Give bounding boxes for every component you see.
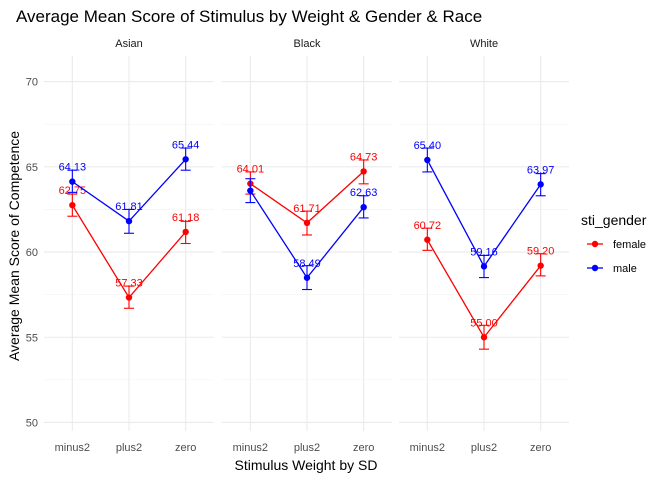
x-axis-title: Stimulus Weight by SD bbox=[235, 457, 378, 473]
x-tick-label: minus2 bbox=[233, 442, 268, 454]
data-point bbox=[480, 263, 488, 270]
legend-item-female: female bbox=[587, 239, 646, 251]
data-point bbox=[182, 156, 189, 163]
y-tick-label: 55 bbox=[26, 332, 38, 344]
data-point bbox=[424, 156, 431, 164]
data-label: 59.20 bbox=[527, 246, 555, 258]
data-label: 65.44 bbox=[172, 139, 200, 151]
data-point bbox=[69, 201, 76, 209]
facet-strip-label: White bbox=[470, 38, 498, 50]
x-tick-label: minus2 bbox=[55, 442, 90, 454]
series-male: 65.40 59.16 63.97 bbox=[414, 140, 555, 279]
data-point bbox=[182, 228, 189, 236]
series-female: 64.01 61.71 64.73 bbox=[237, 151, 378, 236]
x-tick-label: zero bbox=[353, 442, 374, 454]
data-point bbox=[303, 219, 311, 227]
data-point bbox=[424, 236, 431, 243]
facet-panel-black: Black minus2 plus2 zero 64.01 61.71 64.73 58.49… bbox=[222, 38, 392, 454]
data-point bbox=[69, 178, 76, 185]
data-point bbox=[360, 203, 367, 211]
legend-label: male bbox=[613, 263, 637, 275]
data-point bbox=[125, 217, 133, 225]
x-tick-label: minus2 bbox=[410, 442, 445, 454]
facet-strip-label: Black bbox=[294, 38, 321, 50]
data-label: 58.49 bbox=[293, 258, 321, 270]
data-label: 64.01 bbox=[237, 164, 265, 176]
data-label: 64.13 bbox=[59, 162, 87, 174]
legend-title: sti_gender bbox=[581, 212, 647, 228]
data-label: 65.40 bbox=[414, 140, 442, 152]
series-male: 58.49 62.63 bbox=[245, 178, 378, 291]
legend-item-male: male bbox=[587, 263, 637, 275]
x-tick-label: plus2 bbox=[471, 442, 497, 454]
x-tick-label: zero bbox=[175, 442, 196, 454]
y-tick-label: 70 bbox=[26, 77, 38, 89]
data-label: 61.18 bbox=[172, 212, 200, 224]
y-axis-title: Average Mean Score of Competence bbox=[6, 131, 22, 361]
data-label: 61.81 bbox=[115, 201, 143, 213]
data-point bbox=[247, 187, 254, 194]
data-label: 60.72 bbox=[414, 220, 442, 232]
legend-key-point bbox=[591, 240, 599, 248]
legend-key-point bbox=[591, 264, 599, 272]
x-tick-label: plus2 bbox=[294, 442, 320, 454]
data-point bbox=[125, 294, 133, 301]
data-label: 62.63 bbox=[350, 187, 378, 199]
data-label: 63.97 bbox=[527, 164, 555, 176]
legend: sti_gender female male bbox=[581, 212, 647, 275]
x-tick-label: zero bbox=[530, 442, 551, 454]
data-point bbox=[480, 334, 488, 341]
y-tick-label: 50 bbox=[26, 417, 38, 429]
x-tick-label: plus2 bbox=[116, 442, 142, 454]
chart-title: Average Mean Score of Stimulus by Weight… bbox=[16, 7, 482, 26]
data-point bbox=[537, 262, 544, 269]
data-point bbox=[360, 168, 367, 175]
data-point bbox=[537, 181, 544, 188]
y-tick-label: 65 bbox=[26, 162, 38, 174]
data-label: 55.00 bbox=[470, 317, 498, 329]
series-male: 64.13 61.81 65.44 bbox=[59, 139, 200, 234]
series-female: 60.72 55.00 59.20 bbox=[414, 220, 555, 350]
data-label: 59.16 bbox=[470, 246, 498, 258]
y-tick-label: 60 bbox=[26, 247, 38, 259]
legend-label: female bbox=[613, 239, 646, 251]
data-label: 61.71 bbox=[293, 203, 321, 215]
facet-strip-label: Asian bbox=[115, 38, 143, 50]
data-label: 64.73 bbox=[350, 151, 378, 163]
data-point bbox=[303, 274, 311, 281]
data-label: 57.33 bbox=[115, 278, 143, 290]
